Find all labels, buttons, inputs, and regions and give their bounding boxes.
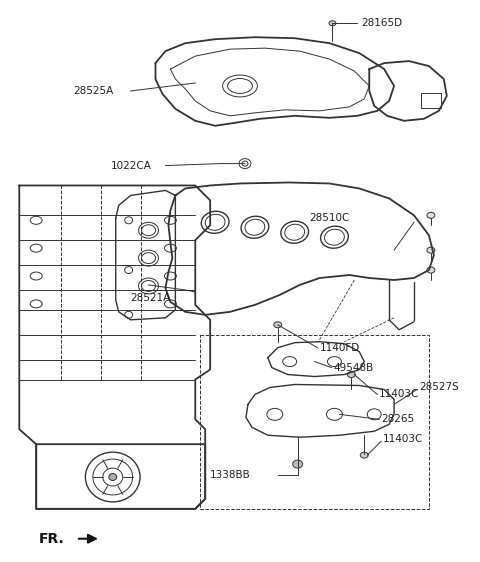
- Ellipse shape: [427, 247, 435, 253]
- Ellipse shape: [293, 460, 302, 468]
- Ellipse shape: [427, 212, 435, 218]
- Text: 28165D: 28165D: [361, 19, 402, 28]
- Ellipse shape: [360, 452, 368, 458]
- Text: 11403C: 11403C: [383, 434, 423, 444]
- Ellipse shape: [274, 322, 282, 328]
- Ellipse shape: [109, 474, 117, 481]
- Text: 1022CA: 1022CA: [111, 161, 152, 171]
- Text: 28525A: 28525A: [73, 86, 113, 96]
- Text: 28521A: 28521A: [131, 293, 171, 303]
- Text: 28510C: 28510C: [310, 214, 350, 223]
- Text: 28527S: 28527S: [419, 383, 459, 392]
- Ellipse shape: [329, 21, 336, 26]
- Text: FR.: FR.: [39, 532, 65, 546]
- Ellipse shape: [427, 267, 435, 273]
- Text: 11403C: 11403C: [379, 389, 420, 400]
- Text: 1338BB: 1338BB: [210, 470, 251, 480]
- Text: 49548B: 49548B: [334, 362, 374, 373]
- Ellipse shape: [348, 371, 355, 378]
- Text: 1140FD: 1140FD: [320, 343, 360, 353]
- Text: 28265: 28265: [381, 414, 414, 424]
